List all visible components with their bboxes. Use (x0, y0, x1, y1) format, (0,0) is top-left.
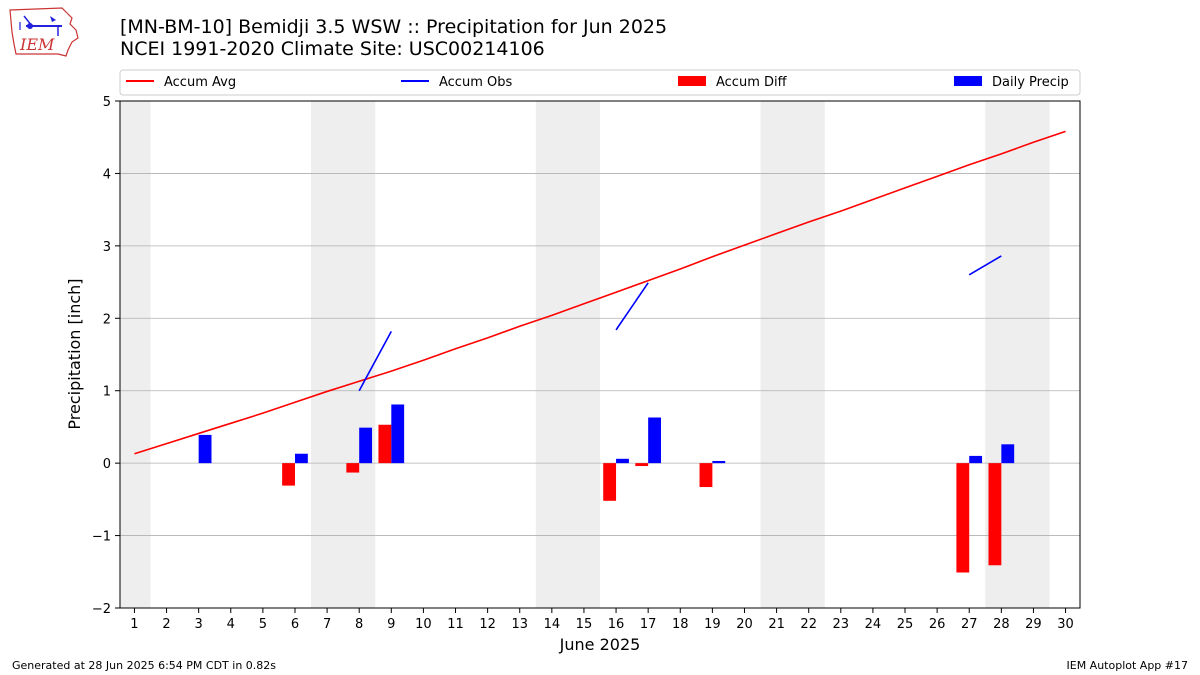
y-tick-label: −1 (92, 530, 111, 545)
x-tick-label: 3 (195, 617, 203, 632)
x-tick-label: 15 (576, 617, 593, 632)
x-tick-label: 5 (259, 617, 267, 632)
y-tick-label: 5 (103, 95, 111, 110)
weekend-band (760, 101, 825, 608)
y-axis: −2 −1 0 1 2 3 4 5 (92, 95, 120, 617)
y-tick-label: 3 (103, 240, 111, 255)
weekend-band (120, 101, 151, 608)
accum-diff-bar (346, 463, 360, 473)
bars (198, 404, 1015, 573)
accum-diff-bar (988, 463, 1002, 566)
accum-diff-bar (956, 463, 970, 573)
accum-avg-line (134, 130, 1066, 455)
accum-diff-bar (603, 463, 617, 501)
legend-box (119, 69, 1081, 96)
accum-diff-bar (378, 424, 392, 464)
weekend-band (535, 101, 600, 608)
x-tick-label: 23 (833, 617, 850, 632)
y-axis-label: Precipitation [inch] (65, 278, 84, 429)
chart-title: [MN-BM-10] Bemidji 3.5 WSW :: Precipitat… (120, 16, 667, 60)
iowa-state-outline-icon: IEM (9, 7, 79, 57)
legend-label: Daily Precip (992, 75, 1069, 90)
x-tick-label: 29 (1025, 617, 1042, 632)
accum-obs-line (968, 255, 1002, 276)
y-tick-label: 2 (103, 312, 111, 327)
y-tick-label: 4 (103, 167, 111, 182)
x-tick-label: 16 (608, 617, 625, 632)
generated-timestamp: Generated at 28 Jun 2025 6:54 PM CDT in … (12, 659, 277, 672)
x-tick-label: 18 (672, 617, 689, 632)
legend-bar-swatch (954, 76, 982, 86)
x-tick-label: 2 (162, 617, 170, 632)
x-tick-label: 17 (640, 617, 657, 632)
daily-precip-bar (359, 427, 373, 464)
x-tick-label: 20 (736, 617, 753, 632)
x-tick-label: 10 (415, 617, 432, 632)
daily-precip-bar (616, 458, 629, 464)
daily-precip-bar (294, 453, 308, 464)
daily-precip-bar (391, 404, 405, 464)
x-tick-label: 28 (993, 617, 1010, 632)
accum-obs-line (615, 282, 649, 331)
y-tick-label: 1 (103, 385, 111, 400)
x-tick-label: 9 (387, 617, 395, 632)
x-axis-label: June 2025 (559, 635, 641, 654)
legend-label: Accum Diff (716, 75, 788, 90)
daily-precip-bar (969, 455, 983, 464)
title-line-2: NCEI 1991-2020 Climate Site: USC00214106 (120, 38, 545, 60)
x-tick-label: 22 (800, 617, 817, 632)
legend-bar-swatch (678, 76, 706, 86)
accum-obs-line (358, 330, 393, 392)
accum-diff-bar (635, 463, 649, 467)
x-tick-label: 11 (447, 617, 464, 632)
app-credit: IEM Autoplot App #17 (1066, 659, 1189, 672)
x-tick-label: 7 (323, 617, 331, 632)
lines (134, 130, 1066, 455)
legend: Accum Avg Accum Obs Accum Diff Daily Precip (119, 69, 1081, 96)
weekend-band (311, 101, 376, 608)
daily-precip-bar (1001, 444, 1015, 464)
legend-label: Accum Obs (439, 75, 512, 90)
x-tick-label: 6 (291, 617, 299, 632)
y-tick-label: 0 (103, 457, 111, 472)
daily-precip-bar (648, 417, 662, 464)
daily-precip-bar (198, 434, 212, 464)
logo-text: IEM (19, 35, 55, 54)
legend-label: Accum Avg (164, 75, 236, 90)
x-tick-label: 8 (355, 617, 363, 632)
title-line-1: [MN-BM-10] Bemidji 3.5 WSW :: Precipitat… (120, 16, 668, 38)
x-tick-label: 25 (897, 617, 914, 632)
x-tick-label: 21 (768, 617, 785, 632)
x-tick-label: 30 (1057, 617, 1074, 632)
weekend-shading (120, 101, 1050, 608)
x-tick-label: 1 (130, 617, 138, 632)
iem-logo: IEM (6, 4, 82, 64)
x-tick-label: 24 (865, 617, 882, 632)
x-tick-label: 19 (704, 617, 721, 632)
x-tick-label: 13 (511, 617, 528, 632)
y-tick-label: −2 (92, 602, 111, 617)
x-tick-label: 27 (961, 617, 978, 632)
daily-precip-bar (712, 460, 726, 464)
x-tick-label: 26 (929, 617, 946, 632)
x-tick-label: 4 (227, 617, 235, 632)
x-tick-label: 14 (544, 617, 561, 632)
accum-diff-bar (699, 463, 713, 488)
plot-frame (119, 100, 1081, 609)
x-axis: 1 2 3 4 5 6 7 8 9 10 11 12 13 14 15 16 17 18 19 20 21 22 23 24 2… (130, 608, 1074, 632)
x-tick-label: 12 (479, 617, 496, 632)
accum-diff-bar (282, 463, 295, 486)
